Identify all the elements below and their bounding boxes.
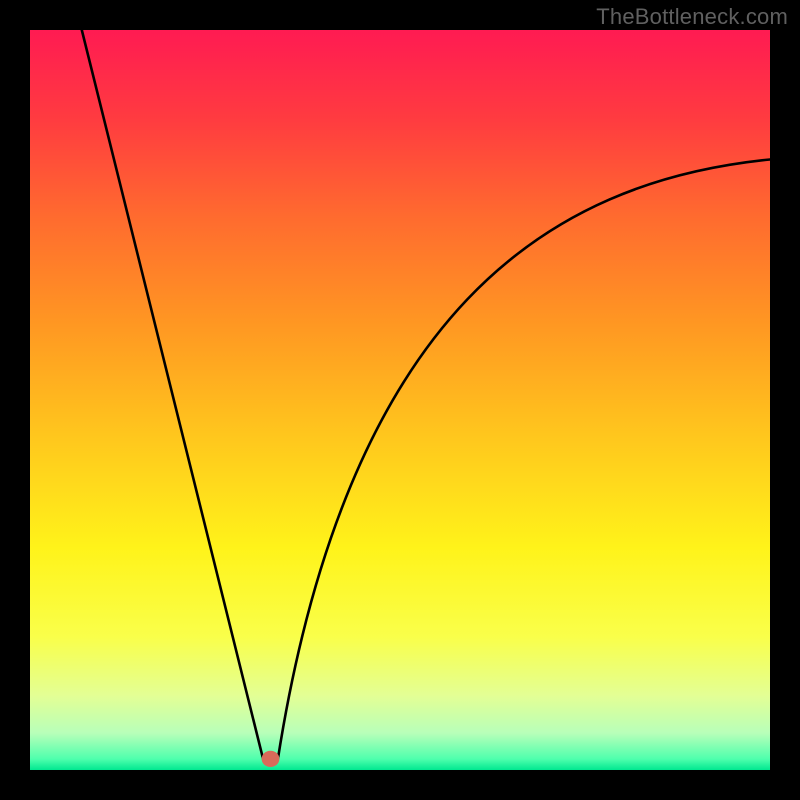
gradient-background (30, 30, 770, 770)
chart-frame: TheBottleneck.com (0, 0, 800, 800)
watermark-text: TheBottleneck.com (596, 4, 788, 30)
minimum-marker (262, 751, 280, 767)
plot-svg (30, 30, 770, 770)
plot-area (30, 30, 770, 770)
